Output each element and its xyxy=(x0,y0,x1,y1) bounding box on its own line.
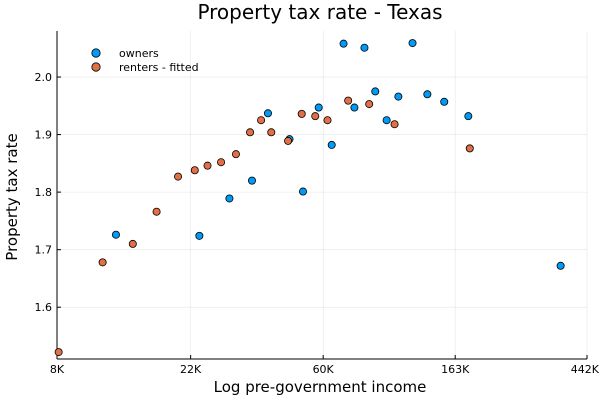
renters-fitted-point xyxy=(344,96,353,105)
x-tick-label: 163K xyxy=(441,363,470,376)
owners-point xyxy=(314,103,323,112)
owners-point xyxy=(111,230,120,239)
x-axis-label: Log pre-government income xyxy=(214,378,427,396)
renters-fitted-point xyxy=(246,128,255,137)
renters-fitted-point xyxy=(98,258,107,267)
owners-point xyxy=(440,97,449,106)
owners-point xyxy=(556,261,565,270)
renters-fitted-point xyxy=(323,116,332,125)
renters-fitted-point xyxy=(267,128,276,137)
x-tick-label: 8K xyxy=(50,363,65,376)
x-tick-label: 442K xyxy=(571,363,600,376)
y-axis-ticks: 1.6 1.7 1.8 1.9 2.0 xyxy=(35,71,61,314)
y-tick-label: 1.7 xyxy=(35,244,53,257)
owners-point xyxy=(350,103,359,112)
renters-fitted-point xyxy=(297,109,306,118)
x-axis-ticks: 8K 22K 60K 163K 442K xyxy=(50,355,600,376)
owners-point xyxy=(247,176,256,185)
grid xyxy=(56,31,588,359)
renters-fitted-point xyxy=(365,100,374,109)
renters-fitted-point xyxy=(465,144,474,153)
x-tick-label: 60K xyxy=(313,363,335,376)
renters-fitted-point xyxy=(257,116,266,125)
y-axis-label: Property tax rate xyxy=(3,133,21,260)
owners-point xyxy=(327,140,336,149)
x-tick-label: 22K xyxy=(180,363,202,376)
owners-point xyxy=(263,109,272,118)
owners-point xyxy=(371,87,380,96)
renters-fitted-point xyxy=(284,136,293,145)
renters-fitted-point xyxy=(231,150,240,159)
owners-point xyxy=(382,116,391,125)
renters-fitted-point xyxy=(217,158,226,167)
chart-title: Property tax rate - Texas xyxy=(197,0,442,24)
y-tick-label: 1.6 xyxy=(35,301,53,314)
owners-point xyxy=(408,39,417,48)
legend-marker xyxy=(91,48,101,58)
legend-label: renters - fitted xyxy=(119,61,199,74)
renters-fitted-point xyxy=(190,166,199,175)
owners-point xyxy=(339,39,348,48)
renters-fitted-point xyxy=(390,120,399,129)
data-points xyxy=(54,39,565,357)
y-tick-label: 2.0 xyxy=(35,71,53,84)
owners-point xyxy=(423,90,432,99)
legend-label: owners xyxy=(119,47,159,60)
axes xyxy=(56,31,587,360)
renters-fitted-point xyxy=(54,348,63,357)
owners-point xyxy=(464,112,473,121)
owners-point xyxy=(360,43,369,52)
y-tick-label: 1.8 xyxy=(35,186,53,199)
renters-fitted-point xyxy=(128,239,137,248)
renters-fitted-point xyxy=(152,207,161,216)
owners-point xyxy=(299,187,308,196)
y-tick-label: 1.9 xyxy=(35,129,53,142)
renters-fitted-point xyxy=(174,172,183,181)
renters-fitted-point xyxy=(311,112,320,121)
owners-point xyxy=(225,194,234,203)
legend-marker xyxy=(91,62,101,72)
owners-point xyxy=(394,92,403,101)
renters-fitted-point xyxy=(203,161,212,170)
owners-point xyxy=(195,231,204,240)
